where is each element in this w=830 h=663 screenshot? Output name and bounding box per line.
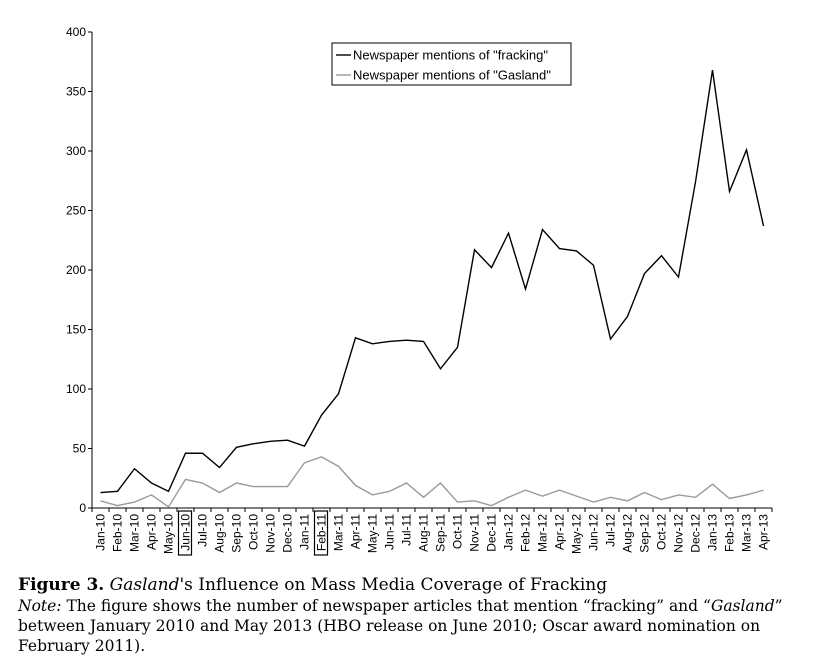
x-tick-label: Sep-10 — [230, 514, 244, 553]
x-tick-label: May-12 — [570, 514, 584, 554]
x-tick-label: Jul-11 — [400, 514, 414, 546]
x-tick-label: Nov-10 — [264, 514, 278, 553]
x-tick-label: Aug-10 — [213, 514, 227, 553]
x-tick-label: Jan-11 — [298, 514, 312, 550]
series-line — [100, 456, 764, 508]
caption-note: Note: The figure shows the number of new… — [18, 596, 818, 656]
y-axis: 0 50 100 150 200 250 300 350 400 — [66, 25, 93, 515]
note-text-2: ” between January 2010 and May 2013 (HBO… — [18, 597, 783, 655]
legend-label: Newspaper mentions of "fracking" — [353, 48, 548, 63]
legend-box — [331, 42, 572, 86]
series-layer — [100, 69, 765, 508]
x-tick-label: Oct-12 — [655, 514, 669, 550]
x-tick-label: Jan-10 — [94, 514, 108, 551]
highlight-box — [177, 510, 193, 556]
x-tick-label: Feb-12 — [519, 514, 533, 552]
x-tick-label: Mar-10 — [128, 514, 142, 552]
x-tick-label: Apr-10 — [145, 514, 159, 550]
x-axis: Jan-10 Feb-10 Mar-10 Apr-10 May-10 Jun-10 Jul-… — [91, 507, 773, 556]
series-line — [100, 69, 765, 494]
x-tick-label: Jul-12 — [604, 514, 618, 547]
x-tick-label: Nov-11 — [468, 514, 482, 552]
x-tick-label: Feb-13 — [723, 514, 737, 552]
x-tick-label: Dec-11 — [485, 514, 499, 552]
y-tick-label: 300 — [66, 144, 86, 158]
x-tick-label: Mar-11 — [332, 514, 346, 551]
legend: Newspaper mentions of "fracking" Newspape… — [331, 42, 572, 86]
x-tick-label: Mar-12 — [536, 514, 550, 552]
caption-title-rest: 's Influence on Mass Media Coverage of F… — [179, 575, 608, 595]
x-tick-label: May-10 — [162, 514, 176, 554]
y-tick-label: 350 — [66, 85, 86, 99]
y-tick-label: 150 — [66, 323, 86, 337]
x-tick-label: Feb-10 — [111, 514, 125, 552]
y-tick-label: 100 — [66, 382, 86, 396]
caption-title: Figure 3. Gasland's Influence on Mass Me… — [18, 574, 818, 596]
x-tick-label: Sep-12 — [638, 514, 652, 553]
x-tick-label: Mar-13 — [740, 514, 754, 552]
x-tick-label: May-11 — [366, 514, 380, 553]
figure-caption: Figure 3. Gasland's Influence on Mass Me… — [18, 574, 818, 656]
y-tick-label: 250 — [66, 204, 86, 218]
x-tick-label: Jan-12 — [502, 514, 516, 551]
y-tick-label: 50 — [73, 442, 87, 456]
y-tick-label: 400 — [66, 25, 86, 39]
x-tick-label: Sep-11 — [434, 514, 448, 552]
x-tick-label: Feb-11 — [315, 514, 329, 551]
x-tick-label: Oct-10 — [247, 514, 261, 550]
x-tick-label: Jul-10 — [196, 514, 210, 547]
x-tick-label: Nov-12 — [672, 514, 686, 553]
x-tick-label: Jun-12 — [587, 514, 601, 551]
x-tick-label: Aug-11 — [417, 514, 431, 552]
x-tick-label: Apr-11 — [349, 514, 363, 549]
x-tick-label: Dec-12 — [689, 514, 703, 553]
x-tick-label: Oct-11 — [451, 514, 465, 549]
y-tick-label: 0 — [79, 501, 86, 515]
highlight-box — [313, 510, 329, 556]
note-italic: Gasland — [710, 597, 775, 615]
figure-label: Figure 3. — [18, 575, 105, 595]
note-label: Note: — [18, 597, 62, 615]
x-tick-label: Jun-10 — [179, 514, 193, 551]
legend-label: Newspaper mentions of "Gasland" — [353, 68, 551, 83]
x-tick-label: Aug-12 — [621, 514, 635, 553]
x-tick-label: Apr-12 — [553, 514, 567, 550]
x-tick-label: Apr-13 — [757, 514, 771, 550]
x-tick-label: Dec-10 — [281, 514, 295, 553]
caption-title-italic: Gasland — [109, 575, 180, 595]
y-tick-label: 200 — [66, 263, 86, 277]
x-tick-label: Jan-13 — [706, 514, 720, 551]
note-text-1: The figure shows the number of newspaper… — [61, 597, 711, 615]
x-tick-label: Jun-11 — [383, 514, 397, 550]
